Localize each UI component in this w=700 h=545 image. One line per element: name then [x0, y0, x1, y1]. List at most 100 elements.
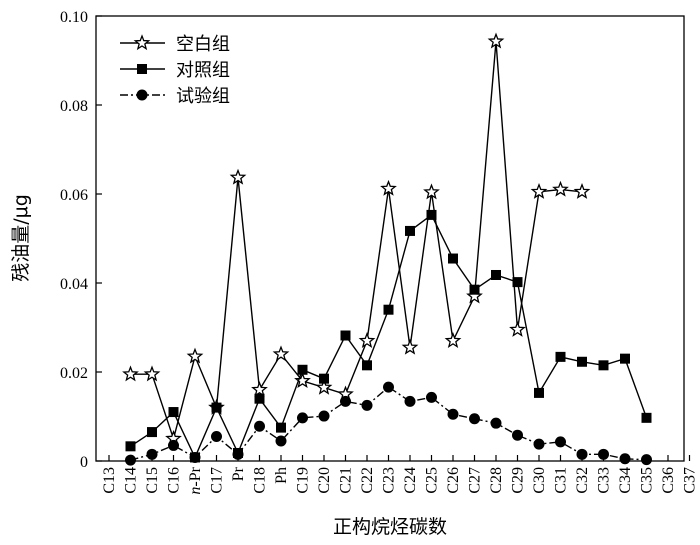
series-line-test: [130, 386, 647, 461]
data-point-circle: [404, 395, 416, 407]
data-point-star: [401, 338, 419, 355]
series-control: [125, 209, 652, 463]
series-blank: [122, 32, 591, 446]
x-tick-label: Ph: [273, 467, 290, 484]
data-point-star: [487, 32, 505, 49]
x-tick-label: C22: [359, 467, 376, 494]
legend-marker-circle: [136, 89, 148, 101]
data-point-square: [319, 373, 329, 384]
data-point-circle: [555, 436, 566, 448]
data-point-star: [423, 183, 440, 200]
data-point-square: [598, 360, 609, 371]
data-point-circle: [469, 413, 480, 425]
x-tick-label: C34: [617, 467, 634, 494]
data-point-square: [426, 209, 437, 220]
y-tick-label: 0.04: [60, 276, 88, 293]
data-point-star: [509, 320, 526, 337]
x-tick-label: C18: [252, 467, 269, 494]
x-axis: C13 C14 C15 C16 n-Pr C17 Pr C18 Ph C19 C20 C21 C22 C2…: [101, 455, 699, 495]
x-tick-label: C37: [682, 467, 699, 494]
data-point-square: [512, 277, 523, 288]
data-point-square: [405, 225, 415, 236]
data-point-square: [340, 330, 351, 341]
data-point-circle: [146, 448, 158, 460]
x-tick-label: C15: [144, 467, 161, 494]
x-tick-label: C14: [123, 467, 140, 494]
data-point-circle: [447, 408, 459, 420]
data-point-star: [315, 378, 333, 395]
legend-item-control: 对照组: [120, 60, 230, 81]
data-point-square: [534, 387, 544, 398]
legend-star-marker: [133, 34, 151, 51]
data-point-circle: [361, 399, 373, 411]
data-point-circle: [426, 391, 437, 403]
x-tick-label: C28: [488, 467, 505, 494]
data-point-circle: [598, 448, 609, 460]
x-tick-label: C30: [531, 467, 548, 494]
data-point-square: [276, 422, 286, 433]
x-tick-label: C26: [445, 467, 462, 494]
x-tick-label: C21: [338, 467, 355, 494]
x-tick-label: C33: [596, 467, 613, 494]
data-point-square: [641, 412, 652, 423]
y-tick-label: 0.06: [60, 187, 88, 204]
data-point-star: [358, 332, 376, 348]
data-point-circle: [297, 412, 308, 424]
data-point-star: [530, 182, 548, 199]
data-point-star: [552, 180, 569, 197]
x-tick-label: C31: [553, 467, 570, 494]
data-point-star: [186, 347, 204, 364]
data-point-circle: [340, 395, 351, 407]
data-point-star: [229, 168, 247, 185]
x-tick-label: C20: [316, 467, 333, 494]
plot-frame: [95, 15, 685, 462]
data-point-square: [362, 360, 372, 371]
y-axis-title: 残油量/μg: [10, 194, 32, 282]
series-line-blank: [130, 41, 583, 442]
data-point-star: [272, 345, 290, 362]
legend: 空白组 对照组 试验组: [120, 34, 230, 107]
data-point-circle: [318, 410, 330, 422]
data-point-square: [383, 304, 394, 315]
y-tick-label: 0.10: [60, 9, 88, 26]
data-point-circle: [619, 453, 631, 465]
x-tick-label: n-Pr: [187, 466, 204, 494]
data-point-square: [147, 427, 157, 438]
legend-label-test: 试验组: [176, 86, 230, 107]
data-point-circle: [383, 381, 394, 393]
data-point-circle: [168, 439, 179, 451]
series-layer: [122, 32, 652, 466]
y-tick-label: 0: [80, 454, 88, 471]
data-point-square: [577, 356, 587, 367]
data-point-circle: [211, 431, 222, 443]
x-tick-label: C36: [660, 467, 677, 494]
data-point-star: [294, 372, 311, 389]
data-point-star: [466, 287, 483, 304]
x-tick-label: C13: [101, 467, 118, 494]
y-axis: 0 0.02 0.04 0.06 0.08 0.10: [60, 9, 102, 471]
data-point-square: [469, 284, 480, 295]
data-point-circle: [189, 451, 201, 463]
legend-marker-square: [137, 64, 147, 74]
data-point-square: [211, 402, 222, 413]
data-point-star: [122, 365, 139, 382]
data-point-circle: [533, 438, 545, 450]
data-point-circle: [512, 429, 523, 441]
legend-marker-star: [133, 34, 151, 51]
data-point-square: [555, 351, 566, 362]
data-point-circle: [254, 420, 265, 432]
data-point-square: [168, 407, 179, 418]
data-point-square: [125, 441, 136, 452]
legend-item-test: 试验组: [120, 86, 230, 107]
y-tick-label: 0.08: [60, 98, 88, 115]
legend-item-blank: 空白组: [120, 34, 230, 55]
x-tick-label: C25: [424, 467, 441, 494]
data-point-star: [251, 380, 268, 397]
data-point-circle: [275, 435, 287, 447]
data-point-square: [254, 393, 265, 404]
legend-square-marker: [137, 64, 147, 74]
x-tick-label: C19: [295, 467, 312, 494]
data-point-square: [491, 269, 501, 280]
data-point-star: [573, 182, 591, 199]
